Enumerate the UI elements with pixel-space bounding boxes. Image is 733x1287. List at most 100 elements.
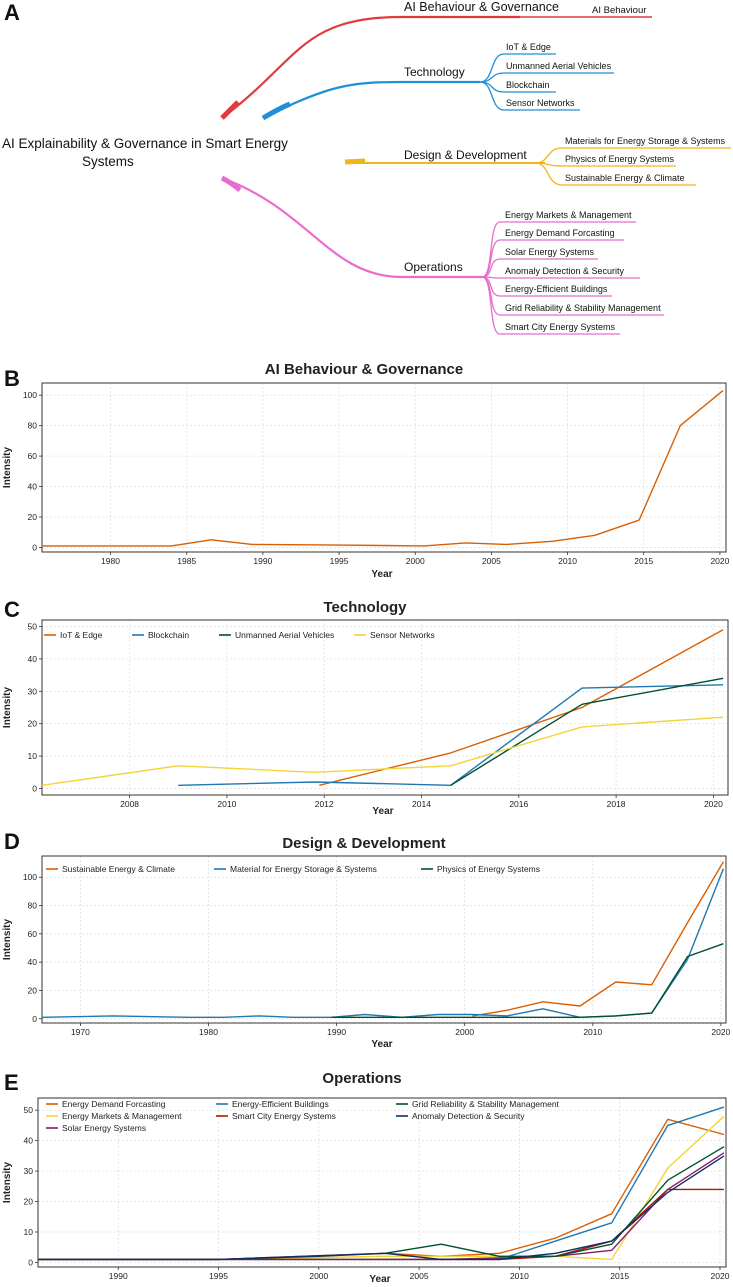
x-tick-label: 1985 [177,556,196,566]
series-line-iot-edge [319,629,724,786]
x-tick-label: 2010 [510,1271,529,1281]
legend-label: Material for Energy Storage & Systems [230,864,377,874]
mindmap-branch-ai-behaviour [221,15,520,119]
series-line-material-for-energy-storage-systems [41,868,725,1018]
x-tick-label: 1995 [330,556,349,566]
y-tick-label: 60 [28,451,38,461]
legend-label: Smart City Energy Systems [232,1111,336,1121]
series-line-physics-of-energy-systems [331,943,724,1018]
x-tick-label: 2015 [634,556,653,566]
legend-label: Solar Energy Systems [62,1123,146,1133]
x-tick-label: 1990 [327,1027,346,1037]
mindmap-leaf-physics: Physics of Energy Systems [565,154,675,164]
y-axis-label: Intensity [2,687,13,729]
y-tick-label: 20 [28,719,38,729]
mindmap-branch-operations [221,176,482,279]
mindmap-leaf-uav: Unmanned Aerial Vehicles [506,61,612,71]
y-axis-label: Intensity [2,919,13,961]
chart-technology: 2008 2010 2012 2014 2016 2018 2020 0 10 20 30 40 50 T… [2,599,729,817]
x-tick-label: 2016 [509,799,528,809]
x-tick-label: 2014 [412,799,431,809]
x-tick-label: 1980 [199,1027,218,1037]
mindmap-branch-label-design: Design & Development [404,148,527,162]
legend-label: Blockchain [148,630,189,640]
legend-label: Anomaly Detection & Security [412,1111,525,1121]
mindmap-leaf-energy-markets: Energy Markets & Management [505,210,632,220]
mindmap-leaf-anomaly: Anomaly Detection & Security [505,266,625,276]
x-axis-label: Year [369,1274,390,1285]
x-tick-label: 2010 [583,1027,602,1037]
y-tick-label: 50 [24,1105,34,1115]
series-line-ai-behaviour [42,390,724,547]
mindmap-leaf-line [481,276,620,335]
y-tick-label: 0 [32,542,37,552]
chart-title: Design & Development [282,835,445,852]
chart-title: Operations [322,1070,401,1087]
mindmap-leaf-buildings: Energy-Efficient Buildings [505,284,608,294]
x-tick-label: 2000 [309,1271,328,1281]
panel-letter-e: E [4,1070,19,1095]
y-tick-label: 20 [24,1197,34,1207]
mindmap-leaf-line [534,162,696,186]
series-line-smart-city-energy-systems [38,1188,724,1261]
y-tick-label: 100 [23,872,37,882]
chart-design-development: 1970 1980 1990 2000 2010 2020 0 20 40 60 80 100 Desi… [2,835,731,1050]
legend-label: Energy Markets & Management [62,1111,182,1121]
series-line-grid-reliability-stability-management [38,1146,725,1261]
x-axis-label: Year [372,806,393,817]
x-tick-label: 2015 [610,1271,629,1281]
legend-label: Unmanned Aerial Vehicles [235,630,334,640]
mindmap-leaf-materials: Materials for Energy Storage & Systems [565,136,726,146]
mindmap-leaf-line [534,147,731,164]
y-tick-label: 40 [28,957,38,967]
mindmap-leaf-blockchain: Blockchain [506,80,550,90]
legend-label: Physics of Energy Systems [437,864,540,874]
mindmap-branch-stub-operations [220,175,242,192]
chart-ai-behaviour: 1980 1985 1990 1995 2000 2005 2010 2015 2020 0 20 4… [2,361,730,580]
y-tick-label: 10 [24,1227,34,1237]
plot-frame [41,619,729,796]
mindmap-root-label-line1: AI Explainability & Governance in Smart … [2,136,288,151]
mindmap-leaf-smart-city: Smart City Energy Systems [505,322,616,332]
y-tick-label: 50 [28,621,38,631]
plot-frame [41,855,727,1024]
y-axis-label: Intensity [2,1162,13,1204]
x-tick-label: 2020 [704,799,723,809]
x-tick-label: 2020 [711,1027,730,1037]
x-tick-label: 2000 [455,1027,474,1037]
x-tick-label: 1980 [101,556,120,566]
y-axis-label: Intensity [2,447,13,489]
chart-operations: 1990 1995 2000 2005 2010 2015 2020 0 10 20 30 40 50 O… [2,1070,730,1285]
legend-label: Grid Reliability & Stability Management [412,1099,560,1109]
y-tick-label: 80 [28,901,38,911]
y-tick-label: 30 [24,1166,34,1176]
mindmap-branch-stub-ai [220,100,240,120]
y-tick-label: 40 [28,482,38,492]
mindmap-leaf-ai-behaviour: AI Behaviour [592,5,646,16]
y-tick-label: 10 [28,751,38,761]
legend-label: Energy-Efficient Buildings [232,1099,329,1109]
series-line-energy-demand-forcasting [38,1118,725,1261]
x-tick-label: 2020 [711,1271,730,1281]
y-tick-label: 80 [28,421,38,431]
mindmap-branch-stub-technology [261,101,291,121]
panel-letter-c: C [4,597,20,622]
series-line-energy-markets-management [38,1115,725,1261]
x-tick-label: 2010 [217,799,236,809]
legend-label: IoT & Edge [60,630,103,640]
x-tick-label: 1990 [253,556,272,566]
mindmap-leaf-grid: Grid Reliability & Stability Management [505,303,661,313]
legend-label: Sensor Networks [370,630,435,640]
x-tick-label: 1995 [209,1271,228,1281]
y-tick-label: 20 [28,512,38,522]
x-tick-label: 2018 [607,799,626,809]
panel-letter-b: B [4,366,20,391]
mindmap-leaf-demand-forecasting: Energy Demand Forcasting [505,228,615,238]
mindmap-branch-label-operations: Operations [404,260,463,274]
mindmap-leaf-line [479,81,580,111]
mindmap-leaves-design: Materials for Energy Storage & Systems P… [534,136,731,186]
series-line-sensor-networks [41,716,724,786]
y-tick-label: 0 [32,784,37,794]
mindmap-root-label-line2: Systems [82,154,134,169]
